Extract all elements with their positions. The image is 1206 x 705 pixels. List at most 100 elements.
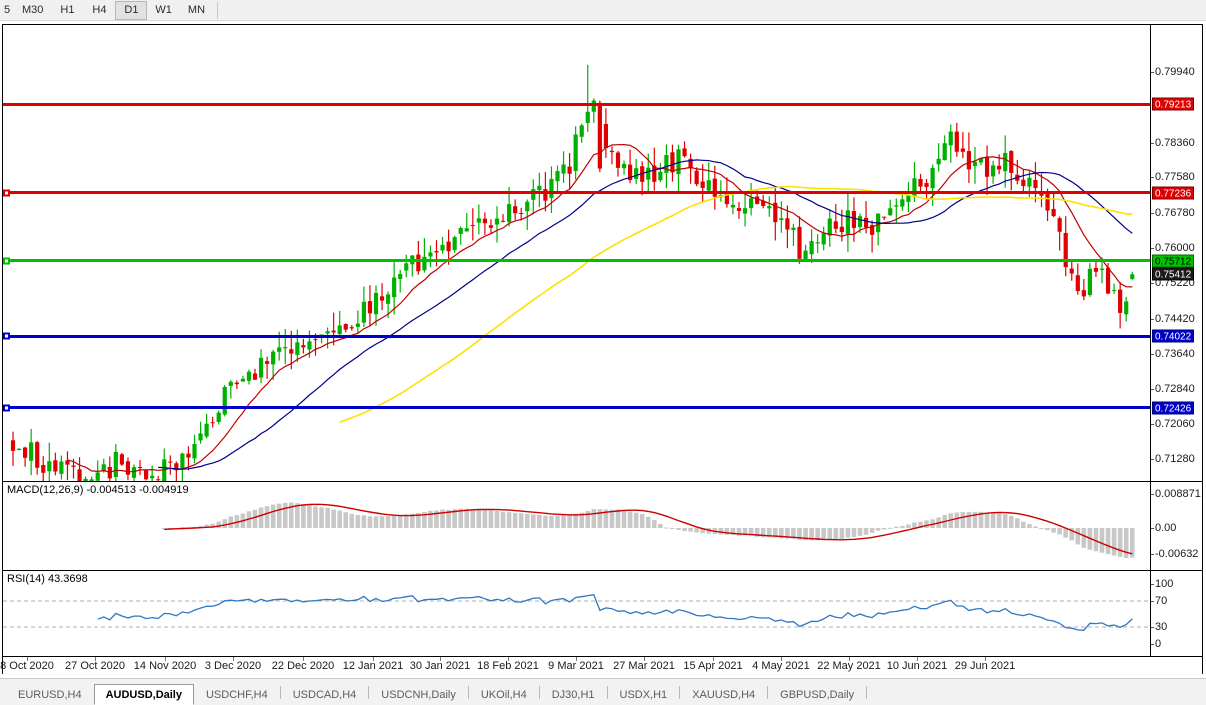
macd-pane[interactable]: MACD(12,26,9) -0.004513 -0.004919 0.0088… [3, 482, 1202, 570]
time-tick-mark [849, 657, 850, 661]
macd-tick: 0.008871 [1151, 488, 1201, 500]
time-tick-label: 4 May 2021 [752, 660, 810, 672]
macd-tick: -0.00632 [1150, 548, 1199, 560]
time-tick-label: 27 Oct 2020 [65, 660, 125, 672]
tab-divider [606, 685, 608, 699]
rsi-tick: 70 [1150, 595, 1168, 607]
macd-label: MACD(12,26,9) -0.004513 -0.004919 [7, 484, 189, 496]
time-tick-label: 15 Apr 2021 [683, 660, 743, 672]
toolbar-divider [217, 1, 219, 19]
symbol-tab-xauusd-h4[interactable]: XAUUSD,H4 [692, 688, 756, 701]
time-tick-label: 10 Jun 2021 [886, 660, 948, 672]
time-tick-label: 18 Feb 2021 [477, 660, 539, 672]
price-chart-canvas[interactable] [3, 25, 1150, 481]
level-line-support-green[interactable] [3, 259, 1150, 263]
timeframe-h4[interactable]: H4 [92, 4, 107, 16]
symbol-tab-usdcad-h4[interactable]: USDCAD,H4 [292, 688, 357, 701]
symbol-tab-usdcnh-daily[interactable]: USDCNH,Daily [381, 688, 456, 701]
time-tick-mark [508, 657, 509, 661]
price-tick: 0.76000 [1151, 242, 1195, 255]
time-tick-label: 12 Jan 2021 [342, 660, 404, 672]
time-tick-label: 30 Jan 2021 [409, 660, 471, 672]
time-tick-mark [644, 657, 645, 661]
time-tick-mark [165, 657, 166, 661]
symbol-tab-gbpusd-daily[interactable]: GBPUSD,Daily [780, 688, 855, 701]
price-level-tag-support-green[interactable]: 0.75712 [1152, 254, 1195, 268]
time-tick-mark [303, 657, 304, 661]
timeframe-mn[interactable]: MN [187, 4, 206, 16]
pane-divider-1[interactable] [3, 481, 1202, 482]
level-handle-support-blue-1[interactable] [3, 332, 10, 340]
macd-scale: 0.008871 0.00 -0.00632 [1150, 482, 1202, 570]
time-tick-mark [917, 657, 918, 661]
timeframe-m30[interactable]: M30 [22, 4, 44, 16]
price-tick: 0.79940 [1151, 66, 1195, 78]
timeframe-w1[interactable]: W1 [155, 4, 172, 16]
symbol-tab-usdx-h1[interactable]: USDX,H1 [619, 688, 668, 701]
price-tick: 0.76780 [1151, 207, 1195, 220]
price-level-tag-current-price[interactable]: 0.75412 [1152, 267, 1195, 281]
tab-divider [679, 685, 681, 699]
tab-divider [279, 685, 281, 699]
time-tick-label: 27 Mar 2021 [613, 660, 675, 672]
chart-frame: AUDUSD,Daily 0.75309 0.75468 0.75277 0.7… [0, 24, 1203, 675]
tab-divider [538, 685, 540, 699]
time-tick-mark [440, 657, 441, 661]
price-tick: 0.72840 [1151, 383, 1195, 396]
time-tick-mark [713, 657, 714, 661]
price-tick: 0.77580 [1151, 171, 1195, 184]
time-axis[interactable]: 8 Oct 2020 27 Oct 2020 14 Nov 2020 3 Dec 20… [0, 656, 1202, 675]
rsi-scale: 100 70 30 0 [1150, 571, 1202, 656]
level-line-support-blue-2[interactable] [3, 406, 1150, 410]
timeframe-h1[interactable]: H1 [60, 4, 75, 16]
level-line-support-blue-1[interactable] [3, 334, 1150, 338]
level-handle-support-blue-2[interactable] [3, 404, 10, 412]
time-tick-mark [95, 657, 96, 661]
level-line-resistance-2[interactable] [3, 191, 1150, 195]
time-tick-mark [373, 657, 374, 661]
price-tick: 0.78360 [1151, 136, 1195, 149]
price-tick: 0.73640 [1151, 347, 1195, 360]
level-line-resistance-1[interactable] [3, 102, 1150, 106]
time-tick-mark [233, 657, 234, 661]
rsi-pane[interactable]: RSI(14) 43.3698 100 70 30 0 [3, 571, 1202, 656]
rsi-tick: 0 [1150, 638, 1162, 650]
tab-divider [866, 685, 868, 699]
price-scale[interactable]: 0.79940 0.78360 0.77580 0.76780 0.76000 0.752… [1150, 25, 1202, 481]
symbol-tab-audusd-daily[interactable]: AUDUSD,Daily [93, 684, 194, 705]
symbol-tab-eurusd-h4[interactable]: EURUSD,H4 [18, 688, 82, 701]
price-tick: 0.71280 [1151, 453, 1195, 465]
time-tick-label: 9 Mar 2021 [548, 660, 604, 672]
price-level-tag-support-blue-2[interactable]: 0.72426 [1152, 401, 1195, 415]
time-tick-label: 8 Oct 2020 [0, 660, 54, 672]
price-tick: 0.72060 [1151, 418, 1195, 431]
price-level-tag-resistance-1[interactable]: 0.79213 [1152, 97, 1195, 111]
price-pane[interactable]: 0.79940 0.78360 0.77580 0.76780 0.76000 0.752… [3, 25, 1202, 481]
symbol-tab-dj30-h1[interactable]: DJ30,H1 [551, 688, 595, 701]
price-level-tag-resistance-2[interactable]: 0.77236 [1152, 186, 1195, 200]
time-tick-mark [781, 657, 782, 661]
rsi-canvas[interactable] [3, 571, 1150, 656]
symbol-tab-bar[interactable]: EURUSD,H4 AUDUSD,Daily USDCHF,H4 USDCAD,H4 U… [0, 678, 1206, 705]
level-handle-resistance-2[interactable] [3, 189, 10, 197]
tab-divider [368, 685, 370, 699]
timeframe-toolbar: 5 M30 H1 H4 D1 W1 MN [0, 0, 1206, 21]
price-tick: 0.74420 [1151, 312, 1195, 325]
time-tick-mark [985, 657, 986, 661]
time-tick-label: 22 May 2021 [817, 660, 881, 672]
time-tick-label: 22 Dec 2020 [271, 660, 335, 672]
symbol-tab-ukoil-h4[interactable]: UKOil,H4 [480, 688, 527, 701]
timeframe-5[interactable]: 5 [3, 4, 11, 16]
time-tick-label: 3 Dec 2020 [204, 660, 262, 672]
price-level-tag-support-blue-1[interactable]: 0.74022 [1152, 329, 1195, 343]
rsi-label: RSI(14) 43.3698 [7, 573, 88, 585]
tab-divider [767, 685, 769, 699]
time-tick-label: 14 Nov 2020 [133, 660, 197, 672]
symbol-tab-usdchf-h4[interactable]: USDCHF,H4 [205, 688, 268, 701]
rsi-tick: 100 [1150, 578, 1174, 590]
macd-tick: 0.00 [1150, 522, 1177, 534]
macd-canvas[interactable] [3, 482, 1150, 570]
pane-divider-2[interactable] [3, 570, 1202, 571]
level-handle-support-green[interactable] [3, 257, 10, 265]
timeframe-d1[interactable]: D1 [115, 0, 148, 20]
